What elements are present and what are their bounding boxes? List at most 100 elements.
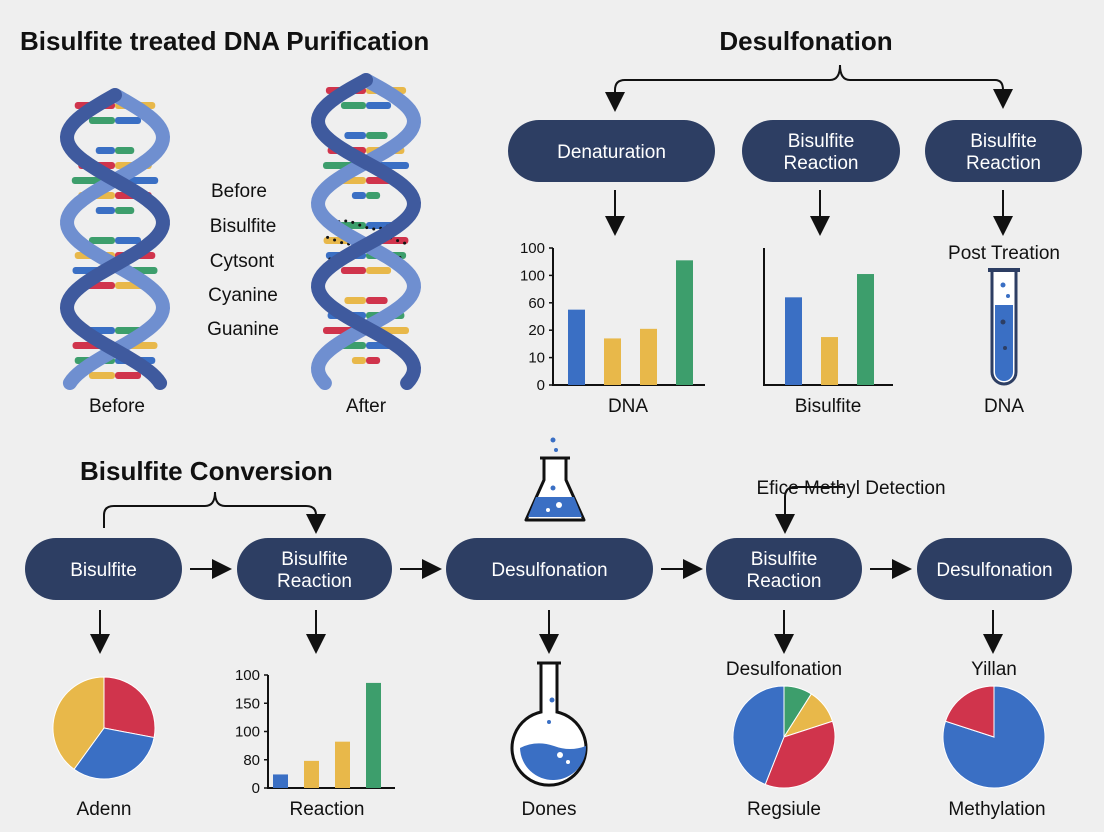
pie-slice bbox=[944, 685, 995, 738]
pie-chart: Methylation bbox=[942, 685, 1046, 820]
bar bbox=[335, 741, 350, 788]
base-pair bbox=[340, 267, 366, 274]
chart-label: Reaction bbox=[290, 799, 365, 820]
step-label: Desulfonation bbox=[936, 560, 1052, 581]
tick-label: 10 bbox=[528, 350, 545, 367]
bar bbox=[568, 309, 585, 385]
test-tube-icon bbox=[988, 268, 1020, 386]
pie-label: Methylation bbox=[948, 799, 1045, 820]
bar bbox=[273, 774, 288, 788]
bar bbox=[304, 760, 319, 788]
helix-strand bbox=[60, 88, 171, 390]
bar bbox=[604, 338, 621, 385]
bar-chart: 100 150 100 80 0 Reaction bbox=[235, 667, 395, 820]
brace bbox=[614, 64, 1013, 109]
base-pair bbox=[88, 237, 115, 244]
conversion-title: Bisulfite Conversion bbox=[80, 456, 333, 486]
detection-label: Efice Methyl Detection bbox=[756, 478, 945, 499]
base-pair bbox=[115, 207, 135, 214]
base-pair bbox=[351, 357, 366, 364]
step-label: Reaction bbox=[277, 571, 352, 592]
tick-label: 20 bbox=[528, 322, 545, 339]
bar bbox=[640, 328, 657, 385]
pie-title: Yillan bbox=[971, 659, 1017, 680]
base-pair bbox=[366, 102, 392, 109]
detection-arrow bbox=[775, 486, 843, 534]
step-label: Bisulfite bbox=[281, 549, 348, 570]
pie-title: Desulfonation bbox=[726, 659, 842, 680]
base-pair bbox=[366, 132, 388, 139]
helix-legend: Before Bisulfite Cytsont Cyanine Guanine bbox=[207, 181, 279, 340]
pie-slice bbox=[942, 685, 1046, 789]
base-pair bbox=[115, 372, 142, 379]
tube-label: DNA bbox=[984, 396, 1024, 417]
tick-label: 0 bbox=[537, 377, 545, 394]
step-pill[interactable]: Desulfonation bbox=[917, 538, 1072, 600]
base-pair bbox=[115, 237, 142, 244]
erlenmeyer-flask-icon bbox=[524, 437, 586, 522]
tick-label: 100 bbox=[520, 240, 545, 257]
step-label: Bisulfite bbox=[788, 131, 855, 152]
step-label: Denaturation bbox=[557, 142, 666, 163]
step-pill[interactable]: Desulfonation bbox=[446, 538, 653, 600]
step-label: Bisulfite bbox=[70, 560, 137, 581]
tick-label: 0 bbox=[252, 780, 260, 797]
tick-label: 80 bbox=[243, 752, 260, 769]
bar bbox=[821, 337, 838, 385]
tick-label: 100 bbox=[235, 667, 260, 684]
helix-strand bbox=[310, 73, 422, 390]
legend-item: Bisulfite bbox=[210, 216, 277, 237]
pie-label: Regsiule bbox=[747, 799, 821, 820]
pie-slice bbox=[73, 727, 155, 780]
base-pair bbox=[351, 192, 366, 199]
post-treatment-label: Post Treation bbox=[948, 243, 1060, 264]
bar bbox=[857, 274, 874, 385]
before-label: Before bbox=[89, 396, 145, 417]
bar bbox=[366, 682, 381, 788]
bar-chart: Bisulfite bbox=[763, 248, 893, 417]
base-pair bbox=[344, 132, 366, 139]
round-flask-icon bbox=[510, 661, 588, 787]
main-title: Bisulfite treated DNA Purification bbox=[20, 26, 429, 56]
step-label: Desulfonation bbox=[491, 560, 607, 581]
tick-label: 150 bbox=[235, 695, 260, 712]
flask-label: Dones bbox=[522, 799, 577, 820]
pie-slice bbox=[764, 720, 836, 789]
pie-label: Adenn bbox=[77, 799, 132, 820]
base-pair bbox=[95, 207, 115, 214]
brace bbox=[103, 491, 326, 534]
step-pill[interactable]: Denaturation bbox=[508, 120, 715, 182]
legend-item: Guanine bbox=[207, 319, 279, 340]
tick-label: 100 bbox=[235, 724, 260, 741]
base-pair bbox=[95, 147, 115, 154]
step-label: Bisulfite bbox=[751, 549, 818, 570]
desulfonation-title: Desulfonation bbox=[719, 26, 892, 56]
pie-chart: Regsiule bbox=[732, 685, 836, 820]
chart-label: DNA bbox=[608, 396, 648, 417]
base-pair bbox=[115, 117, 142, 124]
legend-item: Cytsont bbox=[210, 251, 275, 272]
bar bbox=[676, 260, 693, 385]
base-pair bbox=[115, 147, 135, 154]
step-label: Reaction bbox=[784, 153, 859, 174]
helix-strand bbox=[59, 88, 170, 390]
dna-helices bbox=[59, 73, 422, 390]
pie-slice bbox=[103, 676, 156, 739]
base-pair bbox=[340, 102, 366, 109]
step-label: Reaction bbox=[966, 153, 1041, 174]
axis bbox=[763, 248, 893, 386]
helix-strand bbox=[310, 73, 422, 390]
chart-label: Bisulfite bbox=[795, 396, 862, 417]
step-pill[interactable]: Bisulfite bbox=[25, 538, 182, 600]
pie-chart: Adenn bbox=[52, 676, 156, 820]
pie-slice bbox=[732, 685, 785, 786]
base-pair bbox=[366, 297, 388, 304]
step-label: Bisulfite bbox=[970, 131, 1037, 152]
base-pair bbox=[366, 357, 381, 364]
